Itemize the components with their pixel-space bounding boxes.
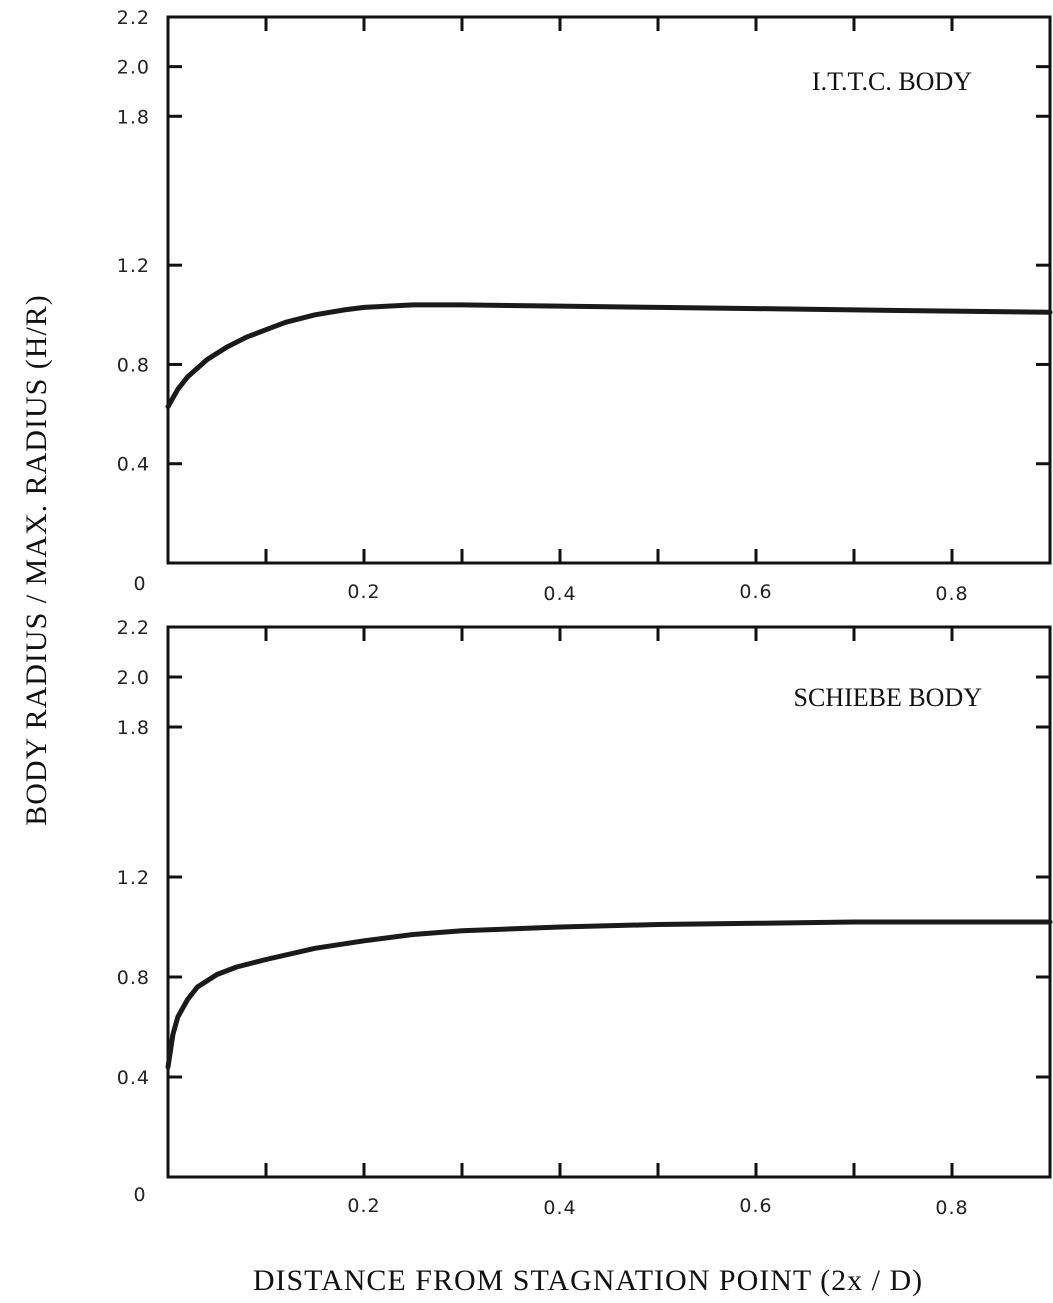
y-tick-label: 0.4 xyxy=(117,1067,150,1089)
y-tick-label: 1.2 xyxy=(117,255,150,277)
y-tick-label: 0.8 xyxy=(117,354,150,376)
series-line xyxy=(165,302,1053,410)
y-tick-label: 0.4 xyxy=(117,454,150,476)
panel-title: SCHIEBE BODY xyxy=(793,683,982,712)
y-tick-label: 1.2 xyxy=(117,867,150,889)
y-tick-label: 2.0 xyxy=(117,57,150,79)
y-tick-label: 2.2 xyxy=(117,617,150,639)
y-tick-label: 1.8 xyxy=(117,717,150,739)
x-tick-label: 0.2 xyxy=(347,1195,380,1217)
plot-frame xyxy=(166,15,1052,565)
origin-label: 0 xyxy=(133,573,146,595)
plot-frame xyxy=(166,625,1052,1179)
x-axis-title: DISTANCE FROM STAGNATION POINT (2x / D) xyxy=(253,1264,923,1297)
panel-bottom: 0.2 0.4 0.6 0.8 0 0.4 0.8 1.2 1.8 2.0 2.2 SCHIEBE B… xyxy=(117,617,1053,1219)
y-tick-label: 0.8 xyxy=(117,967,150,989)
origin-label: 0 xyxy=(133,1184,146,1206)
x-tick-label: 0.8 xyxy=(935,1197,968,1219)
x-tick-label: 0.8 xyxy=(935,583,968,605)
x-tick-label: 0.6 xyxy=(739,1195,772,1217)
x-tick-label: 0.4 xyxy=(543,583,576,605)
y-tick-label: 2.2 xyxy=(117,7,150,29)
y-tick-label: 1.8 xyxy=(117,106,150,128)
y-axis-title: BODY RADIUS / MAX. RADIUS (H/R) xyxy=(20,294,53,826)
y-tick-label: 2.0 xyxy=(117,667,150,689)
x-tick-label: 0.4 xyxy=(543,1197,576,1219)
panel-title: I.T.T.C. BODY xyxy=(812,67,972,96)
x-tick-label: 0.6 xyxy=(739,581,772,603)
panel-top: 0.2 0.4 0.6 0.8 0 0.4 0.8 1.2 1.8 2.0 2.2 I.T.T.C. … xyxy=(117,7,1053,605)
series-line xyxy=(165,919,1053,1070)
x-tick-label: 0.2 xyxy=(347,581,380,603)
